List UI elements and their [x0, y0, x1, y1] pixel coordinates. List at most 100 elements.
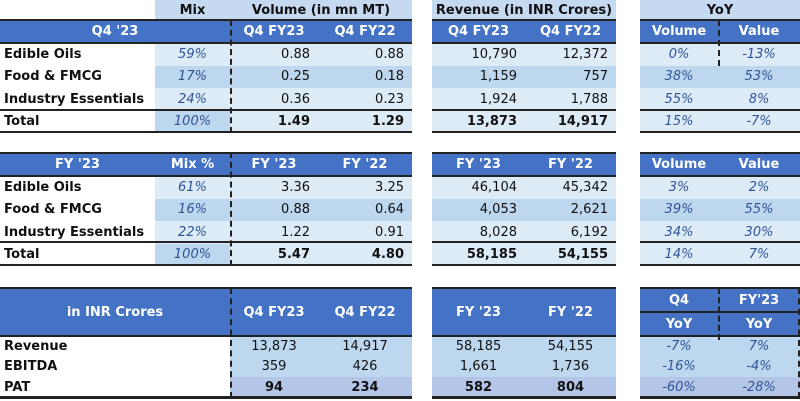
- divider: [0, 131, 412, 133]
- divider: [640, 287, 800, 289]
- divider: [0, 287, 412, 289]
- column-header: Q4 FY22: [318, 288, 412, 336]
- column-header: FY '23: [432, 288, 525, 336]
- yoy-value: 7%: [718, 336, 800, 357]
- mix-value: 61%: [155, 176, 230, 199]
- divider: [0, 241, 412, 243]
- yoy-value: 55%: [640, 88, 718, 111]
- divider: [640, 152, 800, 154]
- column-header: Q4: [640, 288, 718, 312]
- volume-header: Volume (in mn MT): [230, 0, 412, 20]
- revenue-value: 757: [525, 65, 616, 88]
- yoy-value: 8%: [718, 88, 800, 111]
- revenue-value: 1,924: [432, 88, 525, 111]
- row-label: EBITDA: [4, 359, 58, 375]
- dashed-divider: [230, 20, 232, 133]
- revenue-value: 6,192: [525, 221, 616, 244]
- mix-value: 100%: [155, 110, 230, 133]
- revenue-header: Revenue (in INR Crores): [432, 0, 616, 20]
- yoy-value: -7%: [718, 110, 800, 133]
- divider: [640, 335, 800, 337]
- row-label: Food & FMCG: [4, 202, 102, 218]
- divider: [432, 19, 616, 21]
- divider: [432, 264, 616, 266]
- divider: [432, 335, 616, 337]
- volume-value: 0.25: [230, 65, 318, 88]
- column-header: Q4 FY22: [525, 20, 616, 43]
- column-subheader: YoY: [718, 312, 800, 336]
- section-title: in INR Crores: [0, 288, 230, 336]
- yoy-value: 30%: [718, 221, 800, 244]
- metric-value: 13,873: [230, 336, 318, 357]
- revenue-value: 1,159: [432, 65, 525, 88]
- metric-value: 94: [230, 377, 318, 398]
- revenue-value: 13,873: [432, 110, 525, 133]
- mix-value: 24%: [155, 88, 230, 111]
- dashed-divider: [798, 288, 800, 398]
- divider: [0, 19, 412, 21]
- metric-value: 359: [230, 356, 318, 377]
- metric-value: 234: [318, 377, 412, 398]
- mix-value: 100%: [155, 243, 230, 266]
- metric-value: 58,185: [432, 336, 525, 357]
- metric-value: 582: [432, 377, 525, 398]
- row-label: Edible Oils: [4, 46, 82, 62]
- revenue-value: 54,155: [525, 243, 616, 266]
- divider: [640, 42, 800, 44]
- divider: [640, 264, 800, 266]
- yoy-value: 0%: [640, 43, 718, 66]
- column-header: FY '22: [525, 152, 616, 176]
- column-header: FY '22: [525, 288, 616, 336]
- divider: [432, 396, 616, 399]
- column-header: FY '23: [230, 152, 318, 176]
- divider: [432, 109, 616, 111]
- volume-value: 0.88: [230, 198, 318, 221]
- divider: [640, 19, 800, 21]
- yoy-value: -16%: [640, 356, 718, 377]
- divider: [640, 109, 800, 111]
- yoy-value: 7%: [718, 243, 800, 266]
- mix-value: 17%: [155, 65, 230, 88]
- metric-value: 14,917: [318, 336, 412, 357]
- dashed-divider: [718, 288, 720, 340]
- row-label: Revenue: [4, 338, 68, 354]
- yoy-value: -60%: [640, 377, 718, 398]
- row-label: Total: [4, 247, 40, 263]
- volume-value: 4.80: [318, 243, 412, 266]
- yoy-value: 53%: [718, 65, 800, 88]
- mix-value: 22%: [155, 221, 230, 244]
- mix-value: 16%: [155, 198, 230, 221]
- mix-value: 59%: [155, 43, 230, 66]
- row-label: Industry Essentials: [4, 91, 145, 107]
- volume-value: 0.18: [318, 65, 412, 88]
- volume-value: 0.88: [318, 43, 412, 66]
- divider: [0, 335, 412, 337]
- volume-value: 0.23: [318, 88, 412, 111]
- divider: [640, 311, 800, 313]
- section-title: FY '23: [0, 152, 155, 176]
- yoy-value: 39%: [640, 198, 718, 221]
- column-header: Q4 FY23: [432, 20, 525, 43]
- volume-value: 5.47: [230, 243, 318, 266]
- volume-value: 1.49: [230, 110, 318, 133]
- divider: [432, 175, 616, 177]
- yoy-value: 3%: [640, 176, 718, 199]
- yoy-value: -4%: [718, 356, 800, 377]
- column-header: Volume: [640, 152, 718, 176]
- column-header: Value: [718, 20, 800, 43]
- revenue-value: 4,053: [432, 198, 525, 221]
- divider: [0, 175, 412, 177]
- divider: [640, 241, 800, 243]
- column-header: Volume: [640, 20, 718, 43]
- row-label: PAT: [4, 379, 31, 395]
- revenue-value: 1,788: [525, 88, 616, 111]
- yoy-header: YoY: [640, 0, 800, 20]
- revenue-value: 46,104: [432, 176, 525, 199]
- divider: [432, 42, 616, 44]
- metric-value: 804: [525, 377, 616, 398]
- volume-value: 1.22: [230, 221, 318, 244]
- divider: [432, 241, 616, 243]
- yoy-value: 14%: [640, 243, 718, 266]
- column-header: FY'23: [718, 288, 800, 312]
- section-title: Q4 '23: [0, 20, 230, 43]
